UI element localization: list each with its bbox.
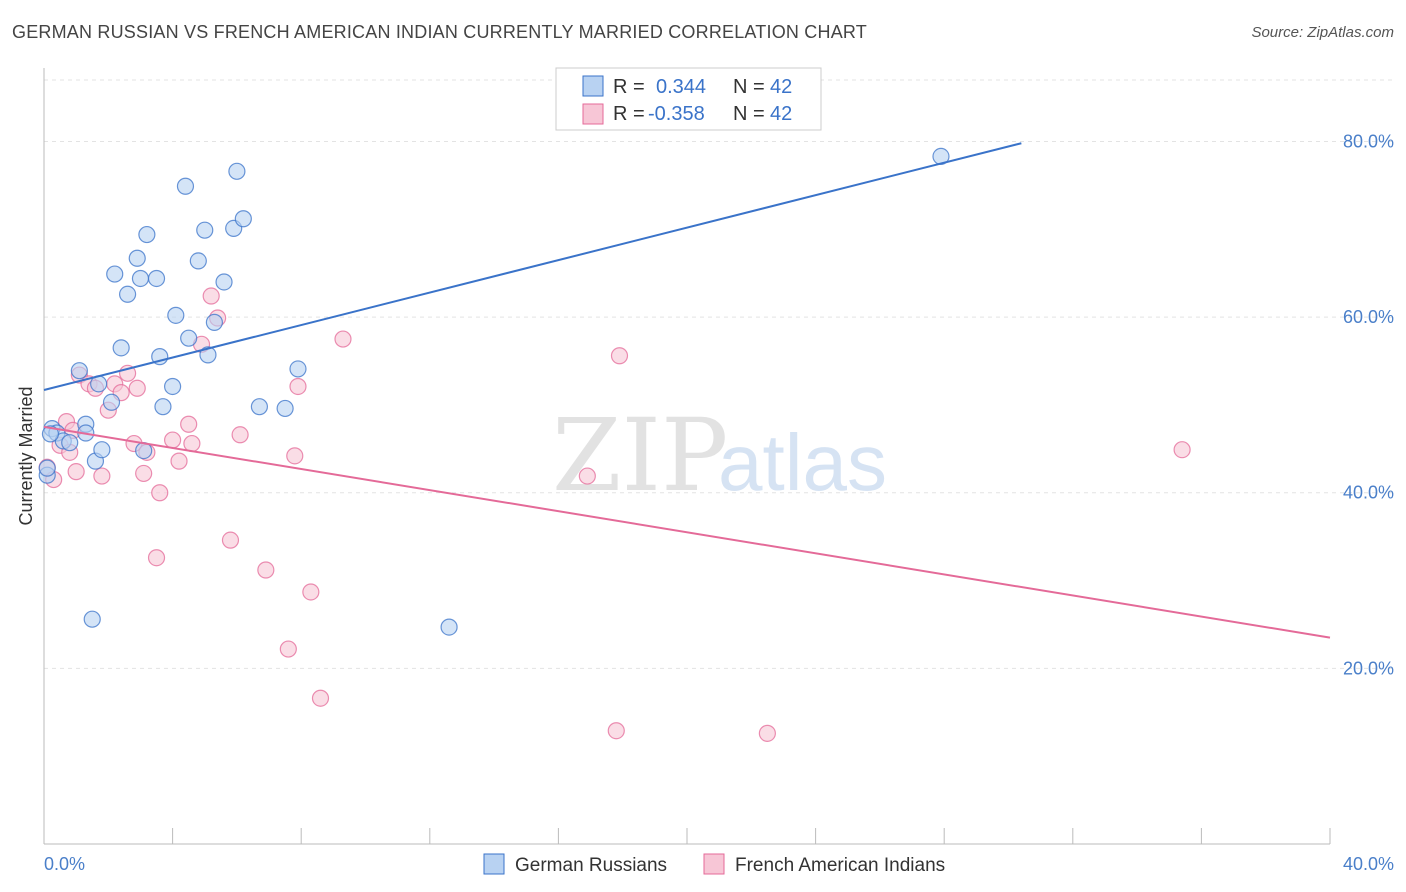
french-american-indians-point [147, 549, 166, 567]
series-legend-label-french-american-indians: French American Indians [735, 855, 945, 876]
german-russians-point [289, 360, 307, 378]
french-american-indians-point [302, 583, 320, 601]
x-tick-label-min: 0.0% [44, 854, 85, 874]
french-american-indians-point [151, 484, 169, 502]
watermark-zip: ZIP [552, 397, 728, 514]
french-american-indians-point [289, 377, 307, 396]
french-american-indians-point [758, 724, 776, 742]
legend-n-value-2: 42 [770, 103, 792, 125]
german-russians-point [189, 252, 207, 270]
french-american-indians-point [286, 447, 304, 465]
german-russians-point [61, 434, 79, 452]
legend-n-label-1: N = [733, 76, 765, 98]
german-russians-point [112, 339, 130, 357]
french-american-indians-point [334, 330, 352, 348]
german-russians-point [138, 225, 156, 244]
french-american-indians-point [67, 463, 85, 481]
german-russians-point [154, 398, 172, 416]
german-russians-point [215, 273, 233, 291]
french-american-indians-point [311, 689, 330, 707]
french-american-indians-point [202, 287, 220, 305]
german-russians-point [70, 362, 88, 380]
legend-r-label-2: R = [613, 103, 645, 125]
french-american-indians-point [610, 347, 629, 365]
german-russians-point [228, 162, 246, 180]
german-russians-point [234, 210, 252, 228]
german-russians-point [93, 441, 111, 459]
legend-n-label-2: N = [733, 103, 765, 125]
german-russians-point [164, 377, 182, 396]
french-american-indians-point [93, 467, 111, 485]
french-american-indians-point [128, 379, 146, 397]
y-tick-label: 80.0% [1343, 131, 1394, 151]
german-russians-point [276, 399, 294, 418]
y-tick-labels: 20.0% 40.0% 60.0% 80.0% [1343, 131, 1394, 678]
stats-legend: R = 0.344 N = 42 R = -0.358 N = 42 [555, 67, 822, 131]
trend-line-french-american-indians [43, 425, 1331, 639]
german-russians-point [180, 329, 198, 347]
german-russians-point [102, 393, 121, 411]
german-russians-point [250, 398, 269, 416]
series-legend-label-german-russians: German Russians [515, 855, 667, 876]
legend-n-value-1: 42 [770, 76, 792, 98]
french-american-indians-point [170, 452, 188, 470]
french-american-indians-point [279, 640, 297, 658]
french-american-indians-point [607, 722, 625, 740]
french-american-indians-point [164, 431, 182, 449]
french-american-indians-point [180, 415, 198, 433]
german-russians-point [147, 269, 166, 288]
french-american-indians-point [221, 531, 240, 549]
source-label: Source: ZipAtlas.com [1251, 24, 1394, 41]
legend-r-value-1: 0.344 [656, 76, 706, 98]
german-russians-point [199, 346, 217, 364]
german-russians-point [205, 313, 223, 331]
german-russians-point [118, 285, 137, 303]
french-american-indians-point [231, 426, 249, 444]
series-legend-swatch-pink [703, 853, 725, 875]
series-legend-swatch-blue [483, 853, 505, 875]
german-russians-point [176, 177, 195, 195]
german-russians-point [38, 459, 56, 477]
german-russians-point [196, 221, 214, 239]
trend-lines [43, 142, 1331, 639]
french-american-indians-point [257, 561, 275, 579]
legend-swatch-pink [582, 103, 604, 125]
grid-lines [44, 79, 1394, 669]
german-russians-point [128, 249, 146, 267]
series-german-russians [38, 147, 950, 636]
legend-r-value-2: -0.358 [648, 103, 705, 125]
french-american-indians-point [1173, 441, 1191, 459]
german-russians-point [440, 618, 458, 636]
legend-swatch-blue [582, 75, 604, 97]
german-russians-point [131, 269, 150, 288]
x-tick-marks [172, 828, 1331, 844]
x-tick-label-max: 40.0% [1343, 854, 1394, 874]
french-american-indians-point [578, 467, 596, 485]
german-russians-point [167, 306, 185, 324]
german-russians-point [83, 610, 101, 628]
watermark-atlas: atlas [718, 418, 887, 507]
french-american-indians-point [135, 464, 153, 483]
german-russians-point [41, 425, 60, 443]
french-american-indians-point [183, 434, 201, 453]
y-tick-label: 60.0% [1343, 307, 1394, 327]
german-russians-point [106, 265, 124, 283]
y-tick-label: 20.0% [1343, 658, 1394, 678]
legend-r-label-1: R = [613, 76, 645, 98]
y-tick-label: 40.0% [1343, 483, 1394, 503]
y-axis-label: Currently Married [16, 386, 36, 525]
chart-title: GERMAN RUSSIAN VS FRENCH AMERICAN INDIAN… [12, 22, 867, 42]
series-legend: German Russians French American Indians [483, 853, 945, 876]
trend-line-german-russians [43, 142, 1022, 391]
